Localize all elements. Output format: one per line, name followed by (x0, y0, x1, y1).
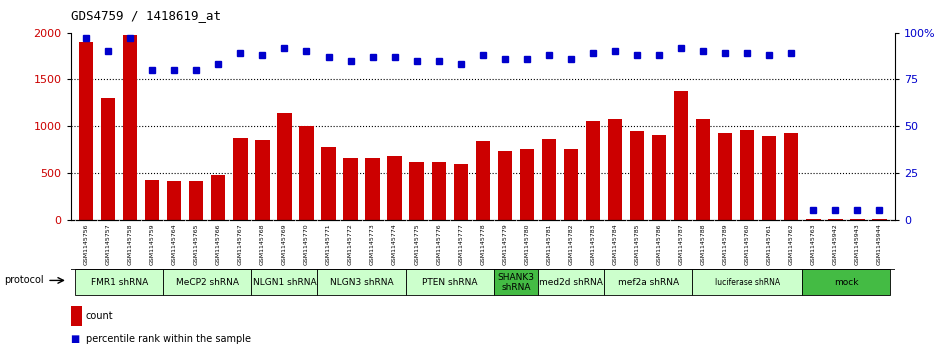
Text: GSM1145768: GSM1145768 (260, 224, 265, 265)
Bar (79, 42, 93, 220)
Text: GSM1145761: GSM1145761 (767, 224, 771, 265)
Bar (762, 136, 776, 220)
Text: GDS4759 / 1418619_at: GDS4759 / 1418619_at (71, 9, 220, 22)
Bar (872, 219, 886, 220)
Bar (234, 138, 248, 220)
Text: percentile rank within the sample: percentile rank within the sample (86, 334, 251, 344)
Text: GSM1145771: GSM1145771 (326, 224, 331, 265)
Text: FMR1 shRNA: FMR1 shRNA (90, 278, 148, 287)
Text: GSM1145781: GSM1145781 (546, 224, 551, 265)
Bar (123, 34, 138, 220)
Text: GSM1145789: GSM1145789 (723, 224, 728, 265)
Text: GSM1145759: GSM1145759 (150, 224, 154, 265)
Bar (344, 158, 358, 220)
Text: GSM1145776: GSM1145776 (436, 224, 441, 265)
Bar (252, 269, 317, 295)
Text: GSM1145760: GSM1145760 (745, 224, 750, 265)
Bar (494, 269, 538, 295)
Text: GSM1145774: GSM1145774 (392, 224, 398, 265)
Bar (167, 181, 182, 220)
Text: ■: ■ (70, 334, 79, 344)
Text: GSM1145779: GSM1145779 (502, 224, 508, 265)
Bar (476, 141, 490, 220)
Text: NLGN1 shRNA: NLGN1 shRNA (252, 278, 317, 287)
Bar (317, 269, 406, 295)
Bar (163, 269, 252, 295)
Text: GSM1145784: GSM1145784 (612, 224, 618, 265)
Bar (431, 162, 446, 220)
Text: GSM1145788: GSM1145788 (701, 224, 706, 265)
Text: GSM1145766: GSM1145766 (216, 224, 220, 265)
Text: GSM1145777: GSM1145777 (458, 224, 463, 265)
Bar (406, 269, 494, 295)
Text: GSM1145775: GSM1145775 (414, 224, 419, 265)
Text: GSM1145943: GSM1145943 (855, 224, 860, 265)
Text: GSM1145767: GSM1145767 (237, 224, 243, 265)
Text: PTEN shRNA: PTEN shRNA (422, 278, 478, 287)
Bar (586, 122, 600, 220)
Bar (300, 126, 314, 220)
Bar (277, 113, 292, 220)
Text: GSM1145786: GSM1145786 (657, 224, 661, 265)
Text: GSM1145769: GSM1145769 (282, 224, 287, 265)
Bar (538, 269, 604, 295)
Bar (604, 269, 692, 295)
Bar (851, 219, 865, 220)
Text: protocol: protocol (4, 275, 43, 285)
Text: GSM1145780: GSM1145780 (525, 224, 529, 265)
Text: GSM1145772: GSM1145772 (348, 224, 353, 265)
Bar (365, 158, 380, 220)
Bar (520, 148, 534, 220)
Bar (189, 181, 203, 220)
Bar (652, 135, 666, 220)
Bar (674, 91, 689, 220)
Text: GSM1145782: GSM1145782 (568, 224, 574, 265)
Bar (608, 119, 622, 220)
Bar (410, 162, 424, 220)
Text: GSM1145942: GSM1145942 (833, 224, 837, 265)
Text: GSM1145765: GSM1145765 (194, 224, 199, 265)
Bar (784, 133, 799, 220)
Bar (145, 180, 159, 220)
Bar (454, 164, 468, 220)
Text: GSM1145944: GSM1145944 (877, 224, 882, 265)
Bar (497, 151, 512, 220)
Bar (828, 219, 842, 220)
Text: GSM1145763: GSM1145763 (811, 224, 816, 265)
Bar (718, 133, 732, 220)
Text: SHANK3
shRNA: SHANK3 shRNA (497, 273, 534, 292)
Bar (101, 98, 115, 220)
Text: mef2a shRNA: mef2a shRNA (618, 278, 678, 287)
Text: GSM1145758: GSM1145758 (128, 224, 133, 265)
Text: NLGN3 shRNA: NLGN3 shRNA (330, 278, 394, 287)
Text: GSM1145785: GSM1145785 (635, 224, 640, 265)
Text: GSM1145787: GSM1145787 (678, 224, 684, 265)
Bar (740, 130, 755, 220)
Bar (696, 119, 710, 220)
Bar (255, 140, 269, 220)
Text: MeCP2 shRNA: MeCP2 shRNA (176, 278, 238, 287)
Text: GSM1145757: GSM1145757 (106, 224, 110, 265)
Text: GSM1145773: GSM1145773 (370, 224, 375, 265)
Text: GSM1145756: GSM1145756 (84, 224, 89, 265)
Text: GSM1145764: GSM1145764 (171, 224, 177, 265)
Text: GSM1145762: GSM1145762 (788, 224, 794, 265)
Text: count: count (86, 311, 113, 321)
Bar (75, 269, 163, 295)
Text: mock: mock (835, 278, 859, 287)
Bar (542, 139, 556, 220)
Text: GSM1145783: GSM1145783 (591, 224, 595, 265)
Bar (630, 131, 644, 220)
Bar (211, 175, 225, 220)
Bar (692, 269, 803, 295)
Bar (806, 219, 820, 220)
Bar (563, 148, 578, 220)
Bar (803, 269, 890, 295)
Text: luciferase shRNA: luciferase shRNA (715, 278, 780, 287)
Text: med2d shRNA: med2d shRNA (539, 278, 603, 287)
Bar (321, 147, 335, 220)
Text: GSM1145770: GSM1145770 (304, 224, 309, 265)
Text: GSM1145778: GSM1145778 (480, 224, 485, 265)
Bar (387, 156, 402, 220)
